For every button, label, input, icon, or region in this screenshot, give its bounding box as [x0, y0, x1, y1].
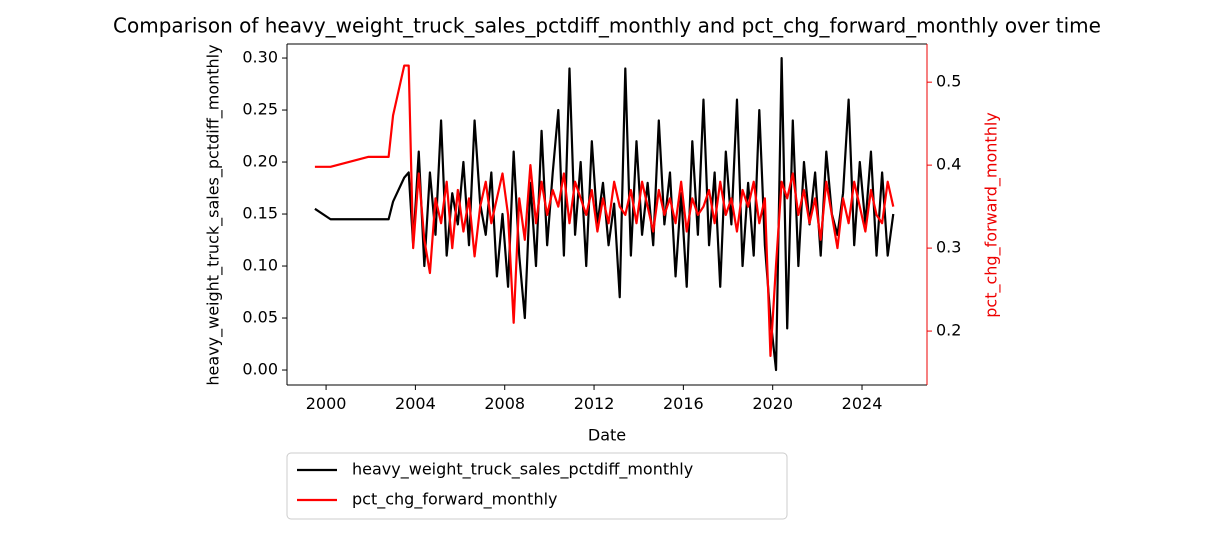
- y-tick-label: 0.20: [242, 152, 278, 171]
- x-tick-label: 2008: [484, 394, 525, 413]
- y2-tick-label: 0.4: [936, 155, 961, 174]
- y-axis-label: heavy_weight_truck_sales_pctdiff_monthly: [204, 44, 224, 385]
- chart-title: Comparison of heavy_weight_truck_sales_p…: [113, 14, 1101, 38]
- y-tick-label: 0.05: [242, 308, 278, 327]
- y-tick-label: 0.00: [242, 360, 278, 379]
- x-tick-label: 2004: [395, 394, 436, 413]
- y-tick-label: 0.30: [242, 48, 278, 67]
- y-tick-label: 0.10: [242, 256, 278, 275]
- series-line: [314, 56, 895, 372]
- x-tick-label: 2016: [663, 394, 704, 413]
- x-tick-label: 2024: [842, 394, 883, 413]
- series-line: [314, 64, 895, 358]
- legend-label: heavy_weight_truck_sales_pctdiff_monthly: [352, 460, 693, 480]
- y2-tick-label: 0.3: [936, 238, 961, 257]
- x-tick-label: 2012: [574, 394, 615, 413]
- x-tick-label: 2020: [752, 394, 793, 413]
- y2-axis-label: pct_chg_forward_monthly: [982, 112, 1002, 318]
- legend-box: [286, 452, 788, 520]
- x-tick-label: 2000: [306, 394, 347, 413]
- x-axis-label: Date: [588, 426, 626, 445]
- y-tick-label: 0.25: [242, 100, 278, 119]
- y2-tick-label: 0.5: [936, 72, 961, 91]
- legend-label: pct_chg_forward_monthly: [352, 490, 558, 510]
- y-tick-label: 0.15: [242, 204, 278, 223]
- y2-tick-label: 0.2: [936, 321, 961, 340]
